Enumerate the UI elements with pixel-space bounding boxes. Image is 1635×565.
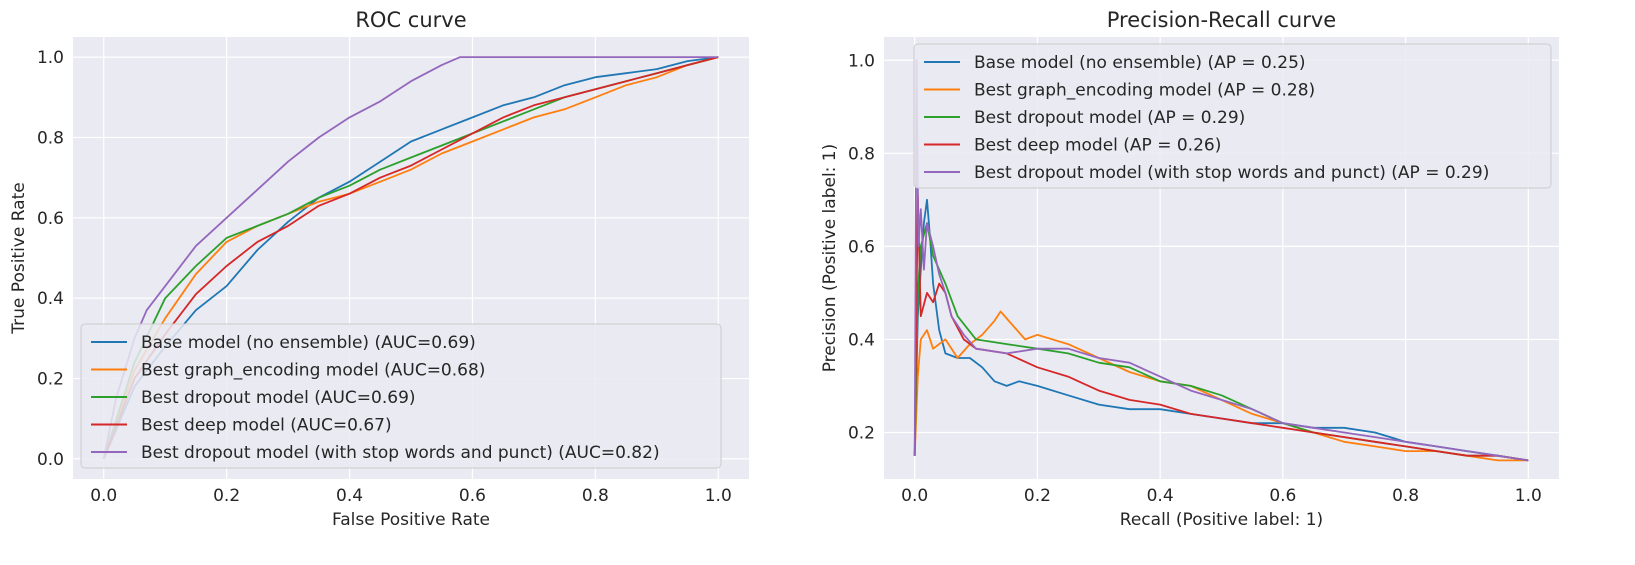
- roc-y-tick-label: 0.4: [37, 289, 64, 309]
- roc-y-tick-label: 0.2: [37, 370, 64, 390]
- roc-x-tick-label: 0.8: [582, 486, 609, 506]
- pr-y-tick-label: 1.0: [848, 51, 875, 71]
- roc-legend-label-3: Best dropout model (AUC=0.69): [141, 388, 416, 408]
- roc-x-tick-label: 0.4: [336, 486, 363, 506]
- roc-x-tick-label: 0.2: [213, 486, 240, 506]
- pr-legend-label-4: Best deep model (AP = 0.26): [974, 136, 1221, 156]
- roc-legend: Base model (no ensemble) (AUC=0.69) Best …: [80, 323, 722, 469]
- roc-legend-label-1: Base model (no ensemble) (AUC=0.69): [141, 333, 476, 353]
- pr-series-line-5: [913, 59, 1529, 462]
- pr-x-tick-label: 0.6: [1269, 486, 1296, 506]
- roc-series-line-4: [102, 56, 719, 460]
- pr-x-tick-label: 1.0: [1515, 486, 1542, 506]
- roc-y-tick-label: 1.0: [37, 48, 64, 68]
- roc-x-tick-label: 0.6: [459, 486, 486, 506]
- pr-legend-label-1: Base model (no ensemble) (AP = 0.25): [974, 53, 1306, 73]
- roc-legend-label-4: Best deep model (AUC=0.67): [141, 416, 392, 436]
- pr-legend-label-2: Best graph_encoding model (AP = 0.28): [974, 81, 1315, 101]
- roc-chart-title: ROC curve: [355, 8, 466, 32]
- roc-series-line-2: [102, 56, 719, 460]
- pr-legend-label-5: Best dropout model (with stop words and …: [974, 163, 1489, 183]
- pr-x-tick-label: 0.2: [1024, 486, 1051, 506]
- roc-series-line-1: [102, 56, 719, 460]
- pr-y-axis-label: Precision (Positive label: 1): [820, 144, 840, 373]
- pr-legend: Base model (no ensemble) (AP = 0.25) Best…: [913, 43, 1552, 189]
- roc-x-tick-label: 1.0: [705, 486, 732, 506]
- roc-legend-frame: [80, 323, 722, 469]
- pr-x-tick-label: 0.4: [1147, 486, 1174, 506]
- pr-y-tick-label: 0.6: [848, 237, 875, 257]
- pr-x-tick-label: 0.0: [901, 486, 928, 506]
- pr-chart-title: Precision-Recall curve: [1107, 8, 1336, 32]
- pr-legend-label-3: Best dropout model (AP = 0.29): [974, 108, 1245, 128]
- roc-y-tick-label: 0.6: [37, 209, 64, 229]
- pr-y-tick-label: 0.8: [848, 144, 875, 164]
- roc-y-tick-label: 0.8: [37, 128, 64, 148]
- roc-legend-label-5: Best dropout model (with stop words and …: [141, 443, 660, 463]
- roc-x-tick-label: 0.0: [90, 486, 117, 506]
- roc-chart-panel: 0.0 0.2 0.4 0.6 0.8 1.0 0.0 0.2 0.4 0.6 0.8 1.0 ROC …: [9, 8, 749, 530]
- pr-y-tick-label: 0.4: [848, 330, 875, 350]
- pr-legend-frame: [913, 43, 1552, 189]
- roc-y-axis-label: True Positive Rate: [9, 182, 29, 334]
- pr-chart-panel: 0.0 0.2 0.4 0.6 0.8 1.0 0.2 0.4 0.6 0.8 1.0 Precisi…: [820, 8, 1559, 530]
- pr-y-tick-label: 0.2: [848, 423, 875, 443]
- roc-y-tick-label: 0.0: [37, 450, 64, 470]
- pr-x-tick-label: 0.8: [1392, 486, 1419, 506]
- pr-series-line-4: [913, 194, 1529, 462]
- pr-series-line-2: [913, 310, 1529, 462]
- roc-series-line-5: [102, 56, 719, 460]
- roc-legend-label-2: Best graph_encoding model (AUC=0.68): [141, 361, 485, 381]
- pr-x-axis-label: Recall (Positive label: 1): [1120, 510, 1323, 530]
- roc-x-axis-label: False Positive Rate: [332, 510, 490, 530]
